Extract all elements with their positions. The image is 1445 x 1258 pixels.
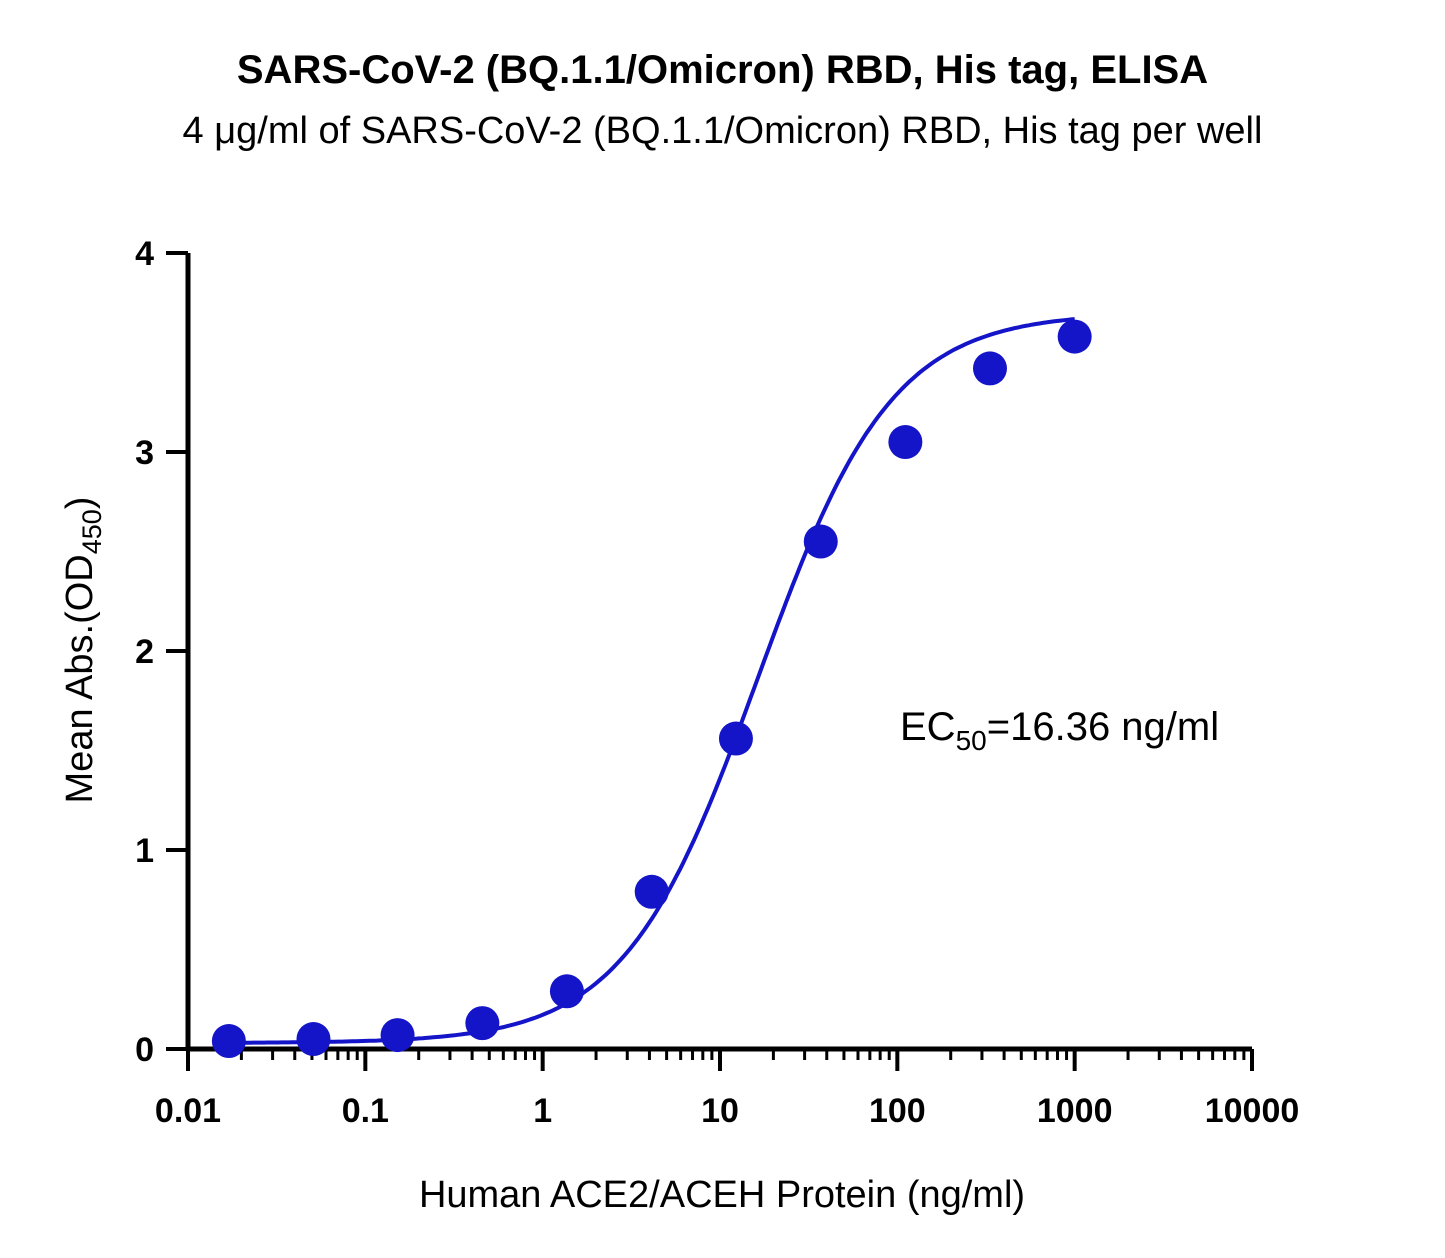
y-axis-title-sub: 450 <box>77 509 107 554</box>
ec50-prefix: EC <box>900 705 956 749</box>
x-tick-label: 10 <box>701 1092 739 1130</box>
y-tick-label: 3 <box>135 434 154 472</box>
y-tick-label: 4 <box>135 235 154 273</box>
y-axis-title: Mean Abs.(OD450) <box>59 497 107 804</box>
x-tick-label: 1000 <box>1037 1092 1113 1130</box>
ec50-sub: 50 <box>956 725 987 756</box>
x-tick-label: 1 <box>533 1092 552 1130</box>
axes <box>185 253 1252 1052</box>
y-ticks: 0 1 2 3 4 <box>135 235 188 1069</box>
data-points <box>211 319 1092 1059</box>
x-tick-label: 10000 <box>1205 1092 1300 1130</box>
chart-title: SARS-CoV-2 (BQ.1.1/Omicron) RBD, His tag… <box>236 48 1209 92</box>
chart-subtitle: 4 μg/ml of SARS-CoV-2 (BQ.1.1/Omicron) R… <box>182 110 1263 152</box>
y-tick-label: 2 <box>135 633 154 671</box>
x-axis-title: Human ACE2/ACEH Protein (ng/ml) <box>419 1174 1025 1216</box>
data-point <box>888 425 923 460</box>
data-point <box>465 1006 500 1041</box>
x-ticks: 0.01 0.1 1 10 100 1000 10000 <box>155 1049 1299 1130</box>
data-point <box>296 1022 331 1057</box>
y-axis-title-end: ) <box>59 497 101 510</box>
x-tick-label: 100 <box>869 1092 926 1130</box>
ec50-suffix: =16.36 ng/ml <box>987 705 1219 749</box>
x-tick-label: 0.1 <box>342 1092 389 1130</box>
data-point <box>1057 319 1092 354</box>
data-point <box>380 1018 415 1053</box>
data-point <box>718 721 753 756</box>
y-tick-label: 0 <box>135 1031 154 1069</box>
y-tick-label: 1 <box>135 832 154 870</box>
x-tick-label: 0.01 <box>155 1092 221 1130</box>
data-point <box>972 351 1007 386</box>
data-point <box>211 1024 246 1059</box>
y-axis-title-main: Mean Abs.(OD <box>59 554 101 803</box>
data-point <box>549 974 584 1009</box>
data-point <box>803 524 838 559</box>
ec50-annotation: EC50=16.36 ng/ml <box>900 705 1219 756</box>
data-point <box>634 874 669 909</box>
fit-curve <box>228 317 1075 1045</box>
